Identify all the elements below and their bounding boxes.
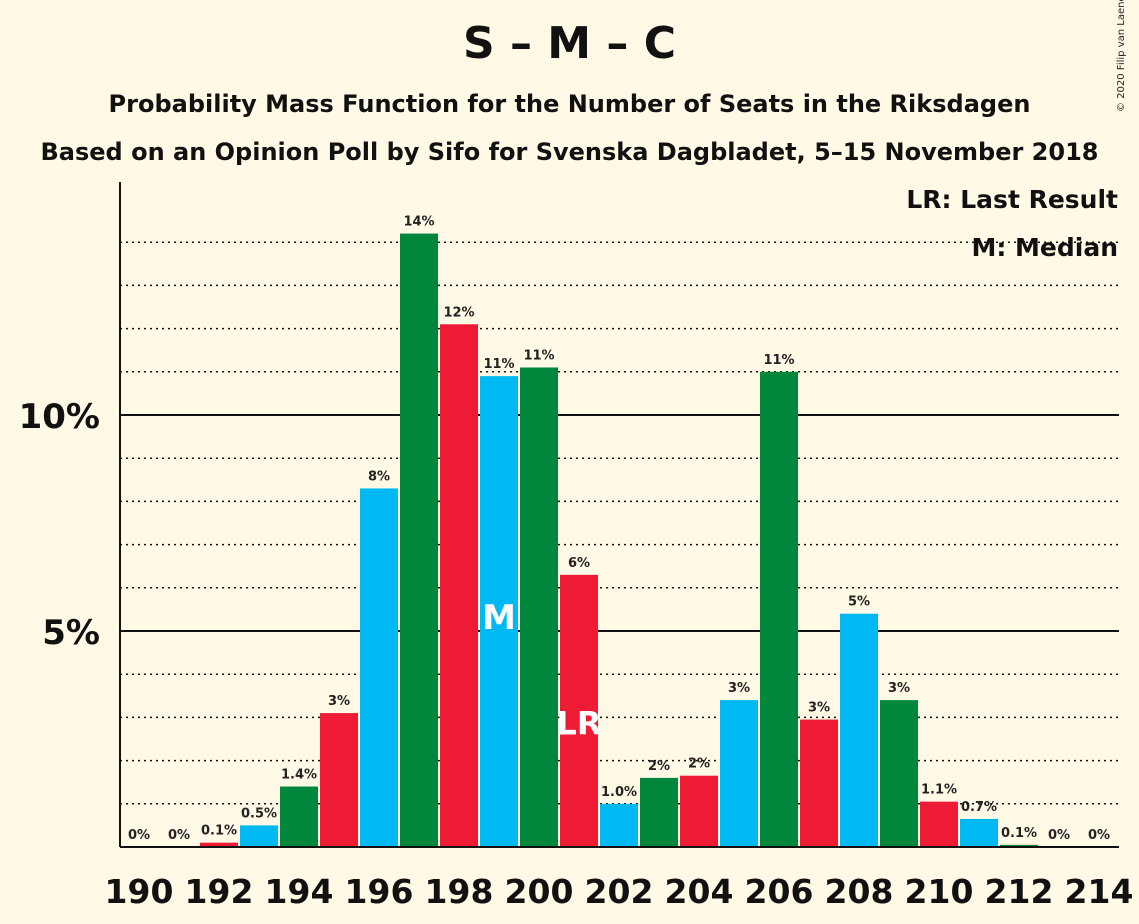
bar-203	[640, 777, 678, 847]
bar-210	[920, 801, 958, 847]
data-label-203: 2%	[648, 759, 670, 774]
x-tick-label: 198	[425, 872, 494, 911]
x-tick-label: 204	[665, 872, 734, 911]
bar-207	[800, 719, 838, 847]
data-label-207: 3%	[808, 701, 830, 716]
x-tick-label: 206	[745, 872, 814, 911]
x-tick-label: 200	[505, 872, 574, 911]
x-tick-label: 192	[185, 872, 254, 911]
bar-201	[560, 574, 598, 847]
data-label-194: 1.4%	[281, 768, 317, 783]
chart-title: S – M – C	[462, 18, 677, 69]
data-label-196: 8%	[368, 469, 390, 484]
data-label-205: 3%	[728, 681, 750, 696]
bar-194	[280, 786, 318, 847]
bar-212	[1000, 844, 1038, 847]
bar-205	[720, 700, 758, 847]
data-label-202: 1.0%	[601, 785, 637, 800]
bar-208	[840, 613, 878, 847]
x-tick-label: 202	[585, 872, 654, 911]
data-label-191: 0%	[168, 828, 190, 843]
data-label-193: 0.5%	[241, 806, 277, 821]
x-tick-label: 212	[985, 872, 1054, 911]
data-label-198: 12%	[443, 305, 474, 320]
x-tick-label: 208	[825, 872, 894, 911]
data-label-209: 3%	[888, 681, 910, 696]
chart-subtitle: Probability Mass Function for the Number…	[108, 90, 1031, 118]
x-tick-label: 190	[105, 872, 174, 911]
bar-195	[320, 713, 358, 847]
data-label-210: 1.1%	[921, 783, 957, 798]
data-label-213: 0%	[1048, 828, 1070, 843]
data-label-192: 0.1%	[201, 824, 237, 839]
bar-199	[480, 376, 518, 847]
bar-193	[240, 825, 278, 847]
bar-197	[400, 233, 438, 847]
bar-211	[960, 818, 998, 847]
data-label-208: 5%	[848, 595, 870, 610]
bar-200	[520, 367, 558, 847]
data-label-201: 6%	[568, 556, 590, 571]
bar-192	[200, 842, 238, 847]
x-tick-label: 214	[1065, 872, 1134, 911]
y-tick-label: 10%	[19, 397, 100, 437]
bar-204	[680, 775, 718, 847]
median-marker: M	[482, 598, 516, 638]
data-label-195: 3%	[328, 694, 350, 709]
data-label-206: 11%	[763, 353, 794, 368]
bar-206	[760, 371, 798, 847]
data-label-214: 0%	[1088, 828, 1110, 843]
bar-202	[600, 803, 638, 847]
bar-209	[880, 700, 918, 847]
data-label-197: 14%	[403, 215, 434, 230]
last-result-marker: LR	[556, 705, 601, 743]
x-tick-label: 210	[905, 872, 974, 911]
bar-198	[440, 324, 478, 847]
chart-subtitle-2: Based on an Opinion Poll by Sifo for Sve…	[40, 138, 1099, 166]
data-label-199: 11%	[483, 357, 514, 372]
bar-196	[360, 488, 398, 847]
data-label-212: 0.1%	[1001, 826, 1037, 841]
data-label-200: 11%	[523, 348, 554, 363]
y-tick-label: 5%	[42, 613, 100, 653]
legend-last-result: LR: Last Result	[906, 185, 1118, 214]
data-label-204: 2%	[688, 757, 710, 772]
x-tick-label: 194	[265, 872, 334, 911]
legend-median: M: Median	[971, 233, 1118, 262]
data-label-190: 0%	[128, 828, 150, 843]
x-tick-label: 196	[345, 872, 414, 911]
data-label-211: 0.7%	[961, 800, 997, 815]
